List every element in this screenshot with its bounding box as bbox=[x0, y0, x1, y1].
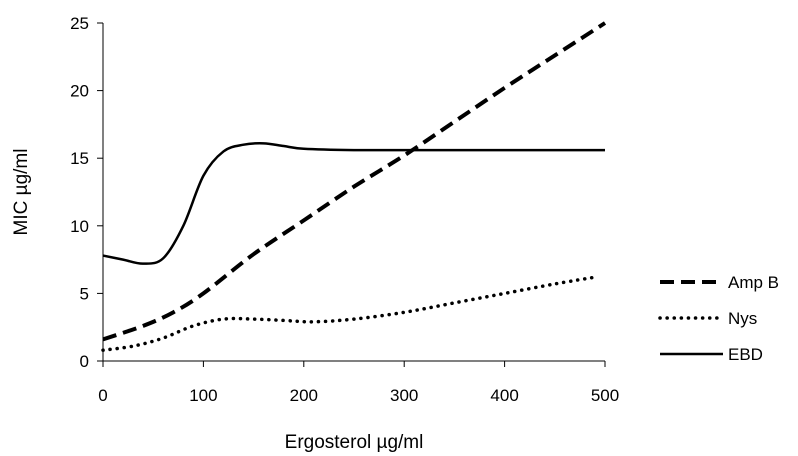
y-tick-label: 10 bbox=[70, 217, 89, 236]
legend-label: Amp B bbox=[728, 273, 779, 292]
plot-area: 0 5 10 15 20 25 0 100 200 300 400 500 bbox=[70, 14, 619, 405]
legend-label: Nys bbox=[728, 309, 757, 328]
legend: Amp B Nys EBD bbox=[658, 273, 779, 364]
x-ticks: 0 100 200 300 400 500 bbox=[98, 361, 619, 405]
series-line-amp-b bbox=[102, 21, 607, 342]
y-tick-label: 0 bbox=[80, 352, 89, 371]
x-axis-title: Ergosterol µg/ml bbox=[285, 432, 424, 453]
y-tick-label: 25 bbox=[70, 14, 89, 33]
x-tick-label: 300 bbox=[390, 386, 418, 405]
x-tick-label: 200 bbox=[290, 386, 318, 405]
x-tick-label: 500 bbox=[591, 386, 619, 405]
series-line-nys bbox=[101, 275, 597, 352]
y-axis-title: MIC µg/ml bbox=[11, 149, 32, 236]
legend-label: EBD bbox=[728, 345, 763, 364]
y-tick-label: 15 bbox=[70, 149, 89, 168]
x-tick-label: 100 bbox=[189, 386, 217, 405]
series-line-ebd bbox=[102, 142, 605, 265]
x-tick-label: 400 bbox=[490, 386, 518, 405]
x-tick-label: 0 bbox=[98, 386, 107, 405]
y-ticks: 0 5 10 15 20 25 bbox=[70, 14, 103, 371]
y-tick-label: 5 bbox=[80, 284, 89, 303]
series-group bbox=[101, 21, 607, 352]
y-tick-label: 20 bbox=[70, 82, 89, 101]
